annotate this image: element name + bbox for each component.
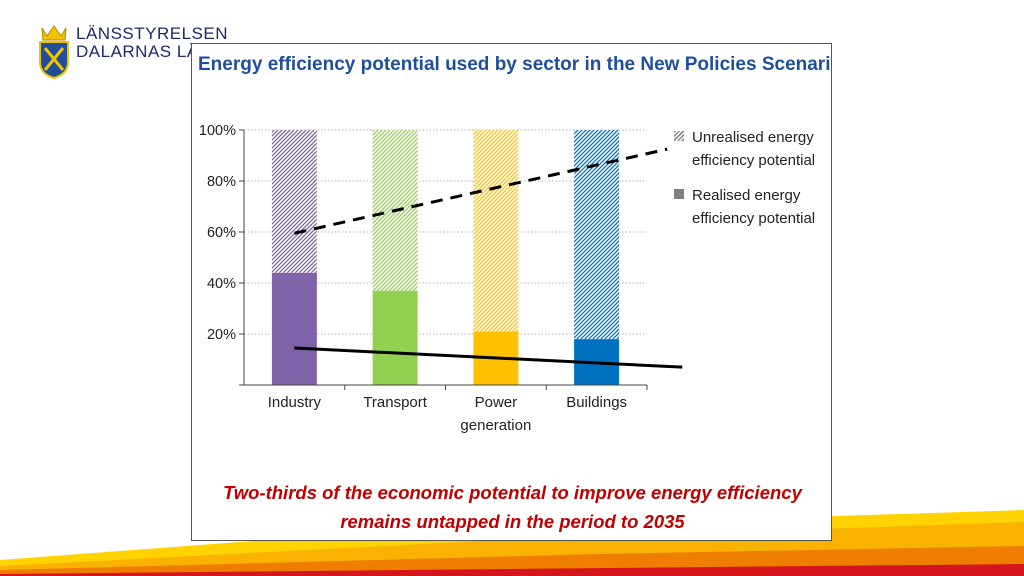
chart-panel: Energy efficiency potential used by sect… xyxy=(191,43,832,541)
legend-label: Unrealised energy efficiency potential xyxy=(692,129,816,169)
x-tick-label: Industry xyxy=(268,394,322,411)
y-tick-label: 20% xyxy=(207,327,236,343)
bar-unrealised-power xyxy=(473,130,519,332)
x-tick-label: generation xyxy=(460,417,531,434)
bar-realised-transport xyxy=(372,290,418,385)
logo-line-1: LÄNSSTYRELSEN xyxy=(76,24,228,43)
x-tick-label: Buildings xyxy=(566,394,627,411)
chart-legend: Unrealised energy efficiency potential R… xyxy=(672,126,827,242)
x-tick-label: Power xyxy=(475,394,518,411)
solid-swatch-icon xyxy=(674,189,684,199)
logo-line-2: DALARNAS LÄN xyxy=(76,42,212,61)
caption-line-1: Two-thirds of the economic potential to … xyxy=(223,482,802,503)
caption-line-2: remains untapped in the period to 2035 xyxy=(340,511,685,532)
hatched-swatch-icon xyxy=(674,131,684,141)
legend-item-realised: Realised energy efficiency potential xyxy=(672,184,827,230)
chart-title: Energy efficiency potential used by sect… xyxy=(198,54,832,75)
y-tick-label: 100% xyxy=(199,123,236,139)
legend-label: Realised energy efficiency potential xyxy=(692,187,816,227)
y-tick-label: 80% xyxy=(207,174,236,190)
trend-line-realised xyxy=(294,346,683,369)
lansstyrelsen-logo: LÄNSSTYRELSEN DALARNAS LÄN xyxy=(34,22,228,82)
x-tick-label: Transport xyxy=(363,394,427,411)
coat-of-arms-icon xyxy=(39,25,69,80)
chart-caption: Two-thirds of the economic potential to … xyxy=(192,478,831,536)
y-tick-label: 40% xyxy=(207,276,236,292)
legend-item-unrealised: Unrealised energy efficiency potential xyxy=(672,126,827,172)
chart-plot: 20% 40% 60% 80% 100% Industry Transport Power ge… xyxy=(199,123,683,434)
y-tick-label: 60% xyxy=(207,225,236,241)
bar-unrealised-industry xyxy=(271,130,317,273)
bar-realised-industry xyxy=(271,272,317,385)
trend-line-unrealised xyxy=(294,147,668,235)
